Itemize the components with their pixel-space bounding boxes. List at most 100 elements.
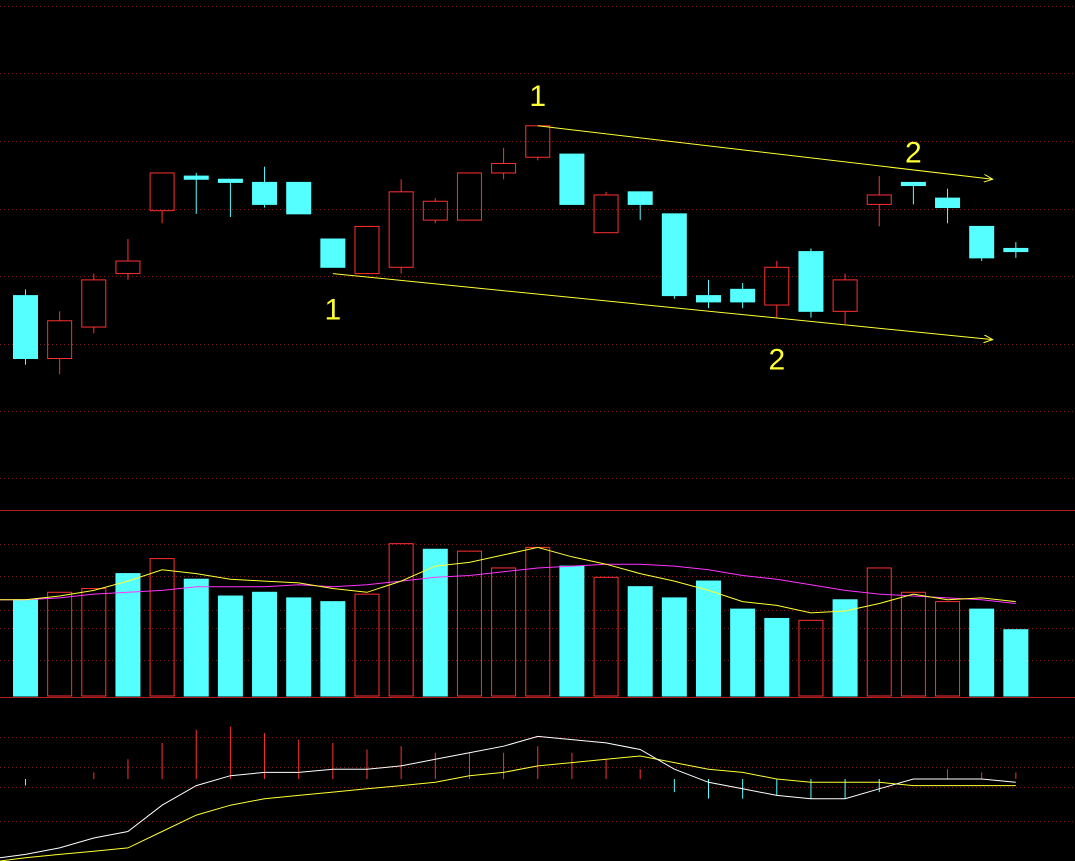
candle <box>696 279 721 309</box>
candle <box>491 147 517 180</box>
candle <box>354 225 380 275</box>
volume-bar-down <box>969 608 995 697</box>
candle <box>320 238 346 268</box>
volume-bar-up <box>935 601 961 697</box>
candle <box>969 225 995 262</box>
candle <box>525 125 551 161</box>
candle-body-down <box>696 295 721 303</box>
candle <box>388 179 414 274</box>
candle-body-down <box>730 288 756 303</box>
candle-body-down <box>969 225 995 259</box>
candle-body-up <box>149 172 175 212</box>
trendline <box>537 125 993 179</box>
candle <box>149 172 175 224</box>
candle <box>559 153 585 205</box>
candle <box>593 191 619 234</box>
volume-bar-up <box>149 558 175 697</box>
candle-body-down <box>286 181 312 215</box>
candle-body-down <box>661 213 687 297</box>
candle-body-up <box>47 320 73 359</box>
candle-body-down <box>900 181 926 187</box>
volume-bar-up <box>866 567 892 697</box>
candle-body-up <box>525 125 551 158</box>
volume-bar-down <box>627 586 653 697</box>
candle-body-down <box>935 197 961 209</box>
candle <box>115 239 141 280</box>
macd-panel <box>0 726 1017 861</box>
annotations: 1 1 2 2 <box>325 80 922 377</box>
volume-panel <box>0 543 1029 697</box>
volume-bar-down <box>1003 629 1029 697</box>
trendlines <box>332 125 993 340</box>
candle <box>252 166 278 208</box>
candle-body-up <box>81 279 107 328</box>
volume-bar-down <box>661 597 687 697</box>
volume-bar-down <box>422 548 448 697</box>
candle <box>661 213 687 299</box>
candle-body-down <box>798 251 824 312</box>
volume-ma-long-line <box>0 563 1016 604</box>
annotation-label: 1 <box>325 293 342 326</box>
candle-body-up <box>422 200 448 221</box>
annotation-label: 1 <box>529 80 546 113</box>
candle <box>13 289 38 365</box>
annotation-label: 2 <box>768 344 785 377</box>
volume-bar-down <box>320 601 346 697</box>
volume-bar-up <box>491 567 517 697</box>
candle-body-up <box>832 279 858 312</box>
candle <box>1003 242 1029 258</box>
candle-body-down <box>1003 247 1029 253</box>
candle-body-up <box>115 260 141 275</box>
volume-bar-up <box>798 619 824 697</box>
candle-body-up <box>491 163 517 174</box>
macd-dif-line <box>0 735 1016 859</box>
candle-body-down <box>183 175 209 180</box>
candle <box>866 176 892 227</box>
candle <box>627 191 653 221</box>
volume-bar-down <box>183 578 209 697</box>
volume-bar-up <box>593 576 619 697</box>
candle-body-up <box>388 191 414 268</box>
price-panel <box>13 125 1029 375</box>
volume-bar-down <box>252 591 278 697</box>
candle-body-down <box>252 181 278 205</box>
candle <box>456 172 482 221</box>
candle <box>798 248 824 318</box>
volume-bar-up <box>388 543 414 697</box>
candle <box>764 261 790 318</box>
annotation-label: 2 <box>905 136 922 169</box>
volume-ma-short-line <box>0 546 1016 614</box>
volume-bar-up <box>900 591 926 697</box>
volume-bar-down <box>286 597 312 697</box>
volume-bar-up <box>456 550 482 697</box>
macd-dea-line <box>0 755 1016 861</box>
volume-bar-down <box>764 617 790 697</box>
candle <box>81 273 107 334</box>
candle <box>422 198 448 224</box>
volume-bar-down <box>696 580 721 697</box>
candle-body-down <box>217 178 243 183</box>
grid-lines <box>0 6 1075 822</box>
candle <box>286 181 312 215</box>
volume-bar-up <box>354 593 380 697</box>
volume-bar-up <box>525 546 551 697</box>
candle-body-down <box>320 238 346 268</box>
candle-body-up <box>866 194 892 205</box>
candle-body-down <box>559 153 585 205</box>
volume-bar-up <box>47 591 73 697</box>
candle <box>900 181 926 205</box>
trendline <box>332 273 993 340</box>
volume-bar-down <box>832 599 858 697</box>
volume-bar-down <box>559 565 585 697</box>
candle-body-up <box>764 266 790 306</box>
volume-bar-down <box>13 599 38 697</box>
volume-bar-up <box>81 588 107 697</box>
candle <box>730 283 756 309</box>
candle <box>47 311 73 375</box>
candle-body-up <box>354 225 380 275</box>
candle-body-up <box>456 172 482 221</box>
volume-bar-down <box>217 595 243 697</box>
candle-body-up <box>593 194 619 234</box>
volume-bar-down <box>730 608 756 697</box>
